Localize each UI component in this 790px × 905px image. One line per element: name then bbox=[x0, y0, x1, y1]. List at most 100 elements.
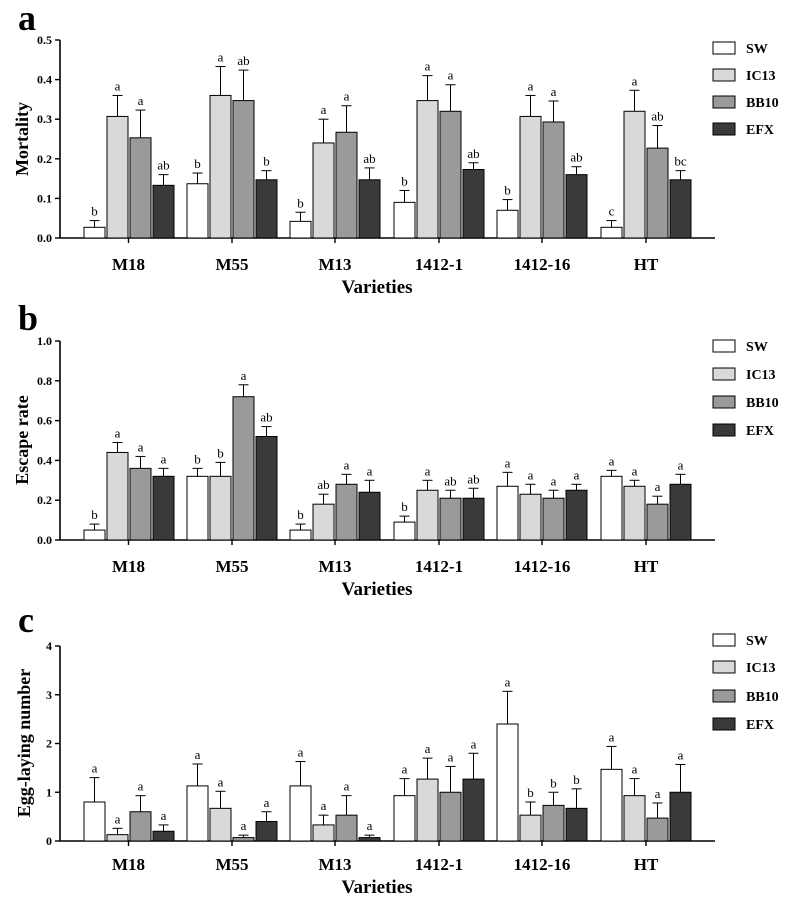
sig-label-a-IC13-M18: a bbox=[115, 78, 121, 93]
sig-label-a-BB10-M13: a bbox=[344, 89, 350, 104]
sig-label-c-SW-1412-1: a bbox=[402, 762, 408, 777]
bar-b-IC13-M18 bbox=[106, 451, 129, 541]
bar-b-SW-M55 bbox=[186, 475, 209, 541]
bar-b-IC13-HT bbox=[623, 485, 646, 541]
sig-label-a-IC13-M55: a bbox=[218, 50, 224, 65]
sig-label-a-SW-M55: b bbox=[194, 156, 201, 171]
sig-label-a-BB10-M55: ab bbox=[237, 53, 249, 68]
legend-label-a-SW: SW bbox=[746, 42, 768, 57]
bar-a-IC13-M55 bbox=[209, 94, 232, 239]
sig-label-a-EFX-1412-16: ab bbox=[570, 150, 582, 165]
legend-swatch-c-EFX bbox=[712, 717, 736, 731]
y-axis-label-a: Mortality bbox=[12, 102, 32, 176]
sig-label-c-EFX-M18: a bbox=[161, 808, 167, 823]
legend-swatch-c-IC13 bbox=[712, 660, 736, 674]
category-label-b-M13: M13 bbox=[318, 557, 351, 576]
sig-label-c-BB10-1412-16: b bbox=[550, 775, 557, 790]
sig-label-a-EFX-1412-1: ab bbox=[467, 146, 479, 161]
bar-a-SW-1412-1 bbox=[393, 201, 416, 239]
bar-b-EFX-M18 bbox=[152, 475, 175, 541]
bar-b-BB10-M13 bbox=[335, 483, 358, 541]
sig-label-c-SW-M18: a bbox=[92, 761, 98, 776]
sig-label-a-IC13-M13: a bbox=[321, 102, 327, 117]
sig-label-c-EFX-M13: a bbox=[367, 818, 373, 833]
bar-b-SW-M13 bbox=[289, 529, 312, 541]
bar-b-SW-HT bbox=[600, 475, 623, 541]
bar-b-BB10-M55 bbox=[232, 396, 255, 541]
bar-c-SW-M55 bbox=[186, 785, 209, 842]
bar-a-SW-M18 bbox=[83, 226, 106, 239]
bar-a-IC13-1412-16 bbox=[519, 115, 542, 239]
legend-swatch-c-BB10 bbox=[712, 689, 736, 703]
sig-label-b-IC13-1412-1: a bbox=[425, 463, 431, 478]
legend-label-a-IC13: IC13 bbox=[746, 69, 776, 84]
category-label-a-M55: M55 bbox=[215, 255, 248, 274]
bar-a-IC13-M13 bbox=[312, 142, 335, 239]
sig-label-c-SW-HT: a bbox=[609, 729, 615, 744]
category-label-c-1412-16: 1412-16 bbox=[514, 855, 571, 874]
sig-label-a-SW-1412-16: b bbox=[504, 183, 511, 198]
sig-label-a-SW-M18: b bbox=[91, 204, 98, 219]
bar-c-EFX-M13 bbox=[358, 837, 381, 842]
category-label-b-1412-16: 1412-16 bbox=[514, 557, 571, 576]
bar-b-EFX-M13 bbox=[358, 491, 381, 541]
sig-label-b-SW-1412-16: a bbox=[505, 455, 511, 470]
category-label-a-1412-1: 1412-1 bbox=[415, 255, 463, 274]
category-label-b-HT: HT bbox=[634, 557, 659, 576]
legend-label-a-EFX: EFX bbox=[746, 123, 774, 138]
bar-a-SW-M55 bbox=[186, 183, 209, 239]
y-tick-label-b-3: 0.6 bbox=[37, 414, 52, 428]
bar-a-EFX-1412-16 bbox=[565, 174, 588, 239]
sig-label-b-SW-M13: b bbox=[297, 507, 304, 522]
sig-label-b-EFX-1412-16: a bbox=[574, 467, 580, 482]
bar-b-IC13-M13 bbox=[312, 503, 335, 541]
legend-label-c-IC13: IC13 bbox=[746, 661, 776, 676]
category-label-a-M18: M18 bbox=[112, 255, 145, 274]
bar-a-BB10-M18 bbox=[129, 137, 152, 239]
category-label-a-1412-16: 1412-16 bbox=[514, 255, 571, 274]
bar-c-BB10-HT bbox=[646, 817, 669, 842]
y-tick-label-a-2: 0.2 bbox=[37, 152, 52, 166]
sig-label-b-IC13-HT: a bbox=[632, 463, 638, 478]
category-label-c-M55: M55 bbox=[215, 855, 248, 874]
sig-label-a-SW-1412-1: b bbox=[401, 173, 408, 188]
legend-swatch-b-SW bbox=[712, 339, 736, 353]
sig-label-c-IC13-1412-1: a bbox=[425, 741, 431, 756]
panel-label-b: b bbox=[18, 298, 38, 338]
y-tick-label-c-0: 0 bbox=[46, 834, 52, 848]
y-axis-label-b: Escape rate bbox=[12, 395, 32, 484]
y-tick-label-b-5: 1.0 bbox=[37, 334, 52, 348]
bar-a-EFX-M18 bbox=[152, 184, 175, 239]
bar-a-EFX-HT bbox=[669, 179, 692, 239]
x-axis-label-a: Varieties bbox=[341, 277, 412, 298]
legend-label-c-EFX: EFX bbox=[746, 718, 774, 733]
bar-b-SW-M18 bbox=[83, 529, 106, 541]
bar-a-EFX-1412-1 bbox=[462, 168, 485, 239]
bar-c-IC13-M18 bbox=[106, 834, 129, 842]
bar-a-SW-1412-16 bbox=[496, 209, 519, 239]
bar-c-SW-HT bbox=[600, 768, 623, 842]
sig-label-c-IC13-M13: a bbox=[321, 798, 327, 813]
sig-label-c-IC13-M18: a bbox=[115, 811, 121, 826]
legend-swatch-b-EFX bbox=[712, 423, 736, 437]
sig-label-a-SW-M13: b bbox=[297, 195, 304, 210]
bar-b-BB10-M18 bbox=[129, 467, 152, 541]
y-axis-label-c: Egg-laying number bbox=[14, 669, 34, 818]
sig-label-b-EFX-HT: a bbox=[678, 457, 684, 472]
sig-label-b-SW-M55: b bbox=[194, 451, 201, 466]
bar-b-SW-1412-1 bbox=[393, 521, 416, 541]
sig-label-a-IC13-1412-16: a bbox=[528, 78, 534, 93]
bar-b-IC13-1412-1 bbox=[416, 489, 439, 541]
category-label-b-1412-1: 1412-1 bbox=[415, 557, 463, 576]
bar-b-IC13-1412-16 bbox=[519, 493, 542, 541]
y-tick-label-b-4: 0.8 bbox=[37, 374, 52, 388]
bar-b-BB10-HT bbox=[646, 503, 669, 541]
sig-label-a-IC13-1412-1: a bbox=[425, 59, 431, 74]
legend-label-b-IC13: IC13 bbox=[746, 368, 776, 383]
sig-label-c-EFX-HT: a bbox=[678, 747, 684, 762]
bar-a-BB10-HT bbox=[646, 147, 669, 239]
sig-label-c-IC13-1412-16: b bbox=[527, 785, 534, 800]
sig-label-b-IC13-1412-16: a bbox=[528, 467, 534, 482]
sig-label-b-EFX-M18: a bbox=[161, 451, 167, 466]
bar-b-BB10-1412-16 bbox=[542, 497, 565, 541]
